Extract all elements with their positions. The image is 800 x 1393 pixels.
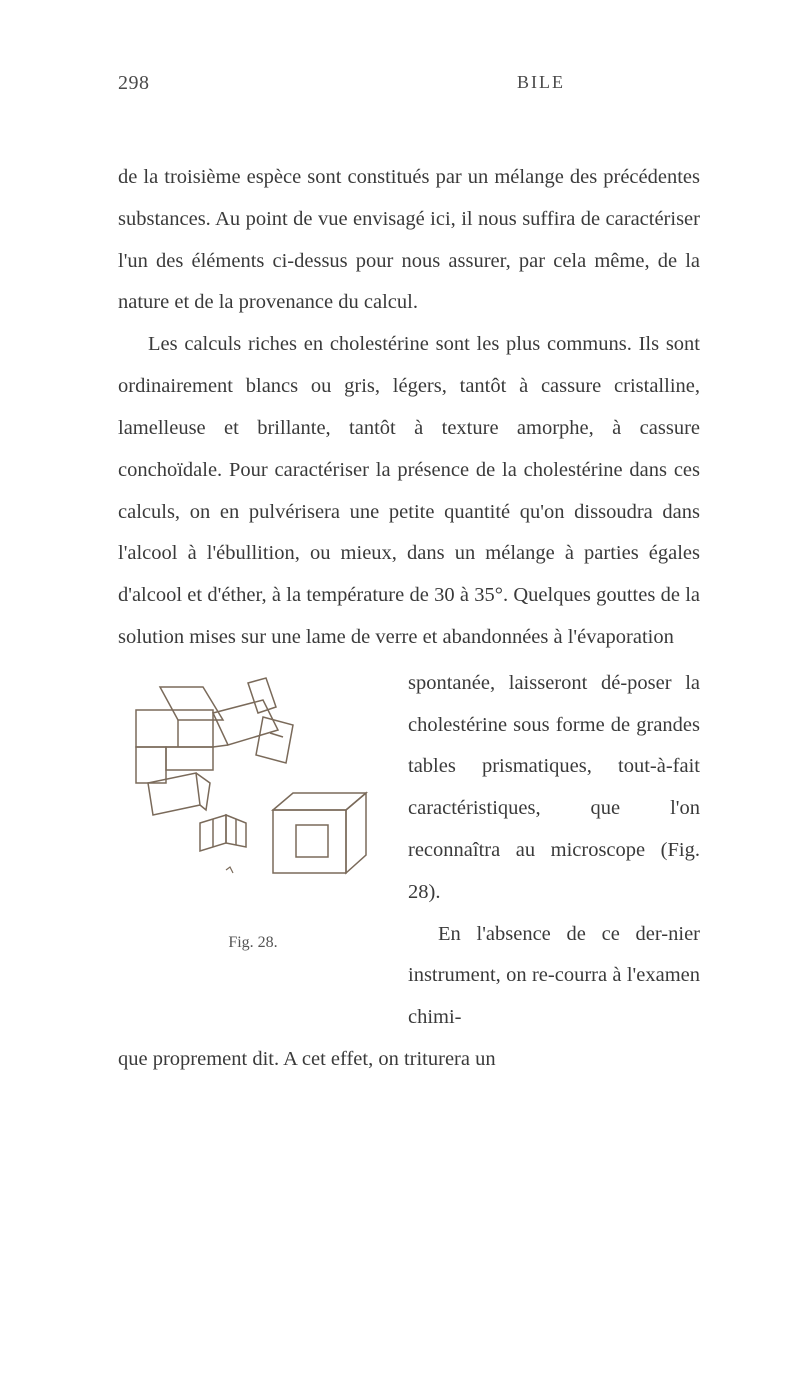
paragraph-1: de la troisième espèce sont constitués p…	[118, 157, 700, 324]
page-header: 298 BILE	[118, 72, 700, 95]
crystal-diagram	[118, 675, 378, 905]
body-text: de la troisième espèce sont constitués p…	[118, 157, 700, 1081]
figure-section: Fig. 28. spontanée, laisseront dé-poser …	[118, 663, 700, 1039]
paragraph-4: que proprement dit. A cet effet, on trit…	[118, 1039, 700, 1081]
figure-wrapped-text: spontanée, laisseront dé-poser la choles…	[408, 663, 700, 1039]
figure-container: Fig. 28.	[118, 675, 388, 959]
header-title: BILE	[517, 72, 565, 95]
paragraph-3-part2: En l'absence de ce der-nier instrument, …	[408, 914, 700, 1039]
page-container: 298 BILE de la troisième espèce sont con…	[0, 0, 800, 1141]
paragraph-2: Les calculs riches en cholestérine sont …	[118, 324, 700, 659]
paragraph-3-part1: spontanée, laisseront dé-poser la choles…	[408, 672, 700, 903]
figure-caption: Fig. 28.	[118, 927, 388, 960]
page-number: 298	[118, 72, 150, 95]
